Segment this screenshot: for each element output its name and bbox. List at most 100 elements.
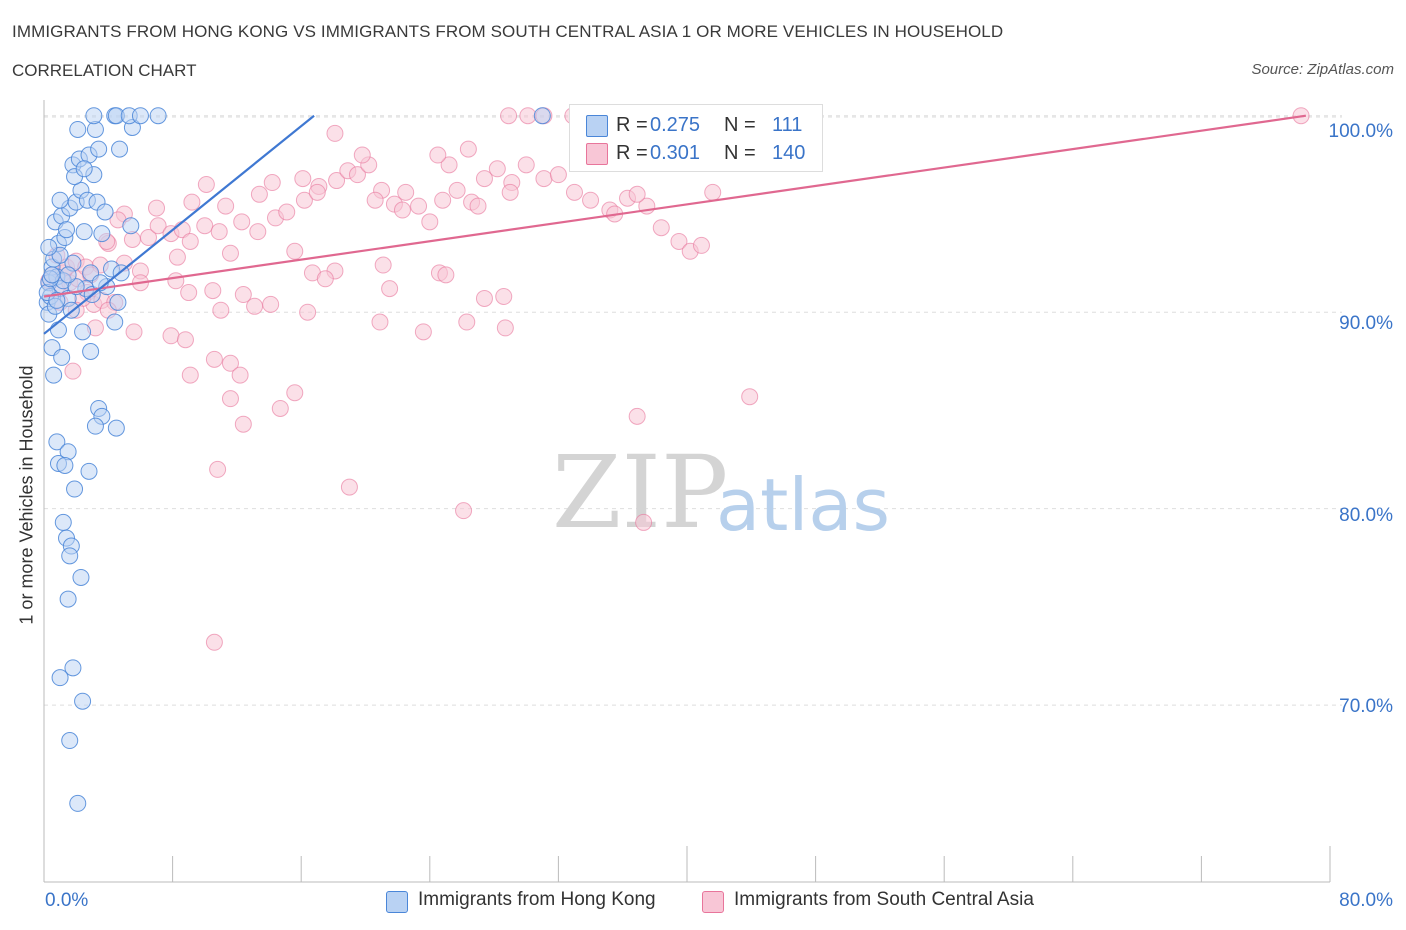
x-tick-label-max: 80.0% <box>1339 890 1393 911</box>
legend-r-label: R = <box>616 142 648 164</box>
legend-label-hong-kong: Immigrants from Hong Kong <box>418 889 656 910</box>
data-point-south-central-asia <box>181 366 199 384</box>
data-point-south-central-asia <box>246 297 264 315</box>
data-point-south-central-asia <box>458 313 476 331</box>
data-point-hong-kong <box>59 590 77 608</box>
data-point-hong-kong <box>48 433 66 451</box>
data-point-south-central-asia <box>495 287 513 305</box>
data-point-south-central-asia <box>176 331 194 349</box>
data-point-south-central-asia <box>429 146 447 164</box>
data-point-south-central-asia <box>234 415 252 433</box>
data-point-hong-kong <box>74 323 92 341</box>
data-point-south-central-asia <box>353 146 371 164</box>
data-point-hong-kong <box>80 462 98 480</box>
data-point-hong-kong <box>93 225 111 243</box>
data-point-hong-kong <box>533 107 551 125</box>
data-point-south-central-asia <box>295 191 313 209</box>
data-point-south-central-asia <box>212 301 230 319</box>
data-point-hong-kong <box>74 692 92 710</box>
data-point-south-central-asia <box>149 217 167 235</box>
data-point-south-central-asia <box>249 223 267 241</box>
x-tick-label-min: 0.0% <box>45 890 89 911</box>
data-point-hong-kong <box>131 107 149 125</box>
data-point-south-central-asia <box>308 183 326 201</box>
data-point-hong-kong <box>109 293 127 311</box>
y-tick-label-70: 70.0% <box>1339 696 1393 717</box>
data-point-south-central-asia <box>181 232 199 250</box>
data-point-south-central-asia <box>340 478 358 496</box>
data-point-south-central-asia <box>414 323 432 341</box>
data-point-south-central-asia <box>209 460 227 478</box>
series-south-central-asia-points <box>40 107 1310 651</box>
data-point-south-central-asia <box>371 313 389 331</box>
data-point-hong-kong <box>56 456 74 474</box>
data-point-south-central-asia <box>299 303 317 321</box>
data-point-south-central-asia <box>496 319 514 337</box>
data-point-south-central-asia <box>233 213 251 231</box>
data-point-hong-kong <box>49 321 67 339</box>
data-point-hong-kong <box>149 107 167 125</box>
data-point-south-central-asia <box>652 219 670 237</box>
data-point-hong-kong <box>58 221 76 239</box>
data-point-hong-kong <box>66 480 84 498</box>
series-hong-kong-points <box>38 107 551 812</box>
data-point-south-central-asia <box>501 183 519 201</box>
data-point-south-central-asia <box>670 232 688 250</box>
legend-r-value: 0.301 <box>650 142 701 164</box>
data-point-south-central-asia <box>167 272 185 290</box>
chart-subtitle: CORRELATION CHART <box>12 61 197 80</box>
data-point-south-central-asia <box>475 170 493 188</box>
data-point-south-central-asia <box>64 362 82 380</box>
data-point-hong-kong <box>107 419 125 437</box>
data-point-south-central-asia <box>210 223 228 241</box>
data-point-south-central-asia <box>381 280 399 298</box>
data-point-south-central-asia <box>221 390 239 408</box>
data-point-south-central-asia <box>286 242 304 260</box>
data-point-south-central-asia <box>517 156 535 174</box>
data-point-south-central-asia <box>250 185 268 203</box>
data-point-south-central-asia <box>263 174 281 192</box>
legend-r-label: R = <box>616 114 648 136</box>
data-point-south-central-asia <box>205 633 223 651</box>
data-point-hong-kong <box>54 513 72 531</box>
data-point-south-central-asia <box>741 388 759 406</box>
trend-line-hong-kong <box>43 114 315 335</box>
data-point-hong-kong <box>72 568 90 586</box>
data-point-hong-kong <box>45 366 63 384</box>
data-point-south-central-asia <box>500 107 518 125</box>
data-point-south-central-asia <box>434 191 452 209</box>
data-point-south-central-asia <box>437 266 455 284</box>
data-point-south-central-asia <box>374 256 392 274</box>
data-point-south-central-asia <box>148 199 166 217</box>
data-point-south-central-asia <box>410 197 428 215</box>
data-point-south-central-asia <box>286 384 304 402</box>
y-tick-label-100: 100.0% <box>1328 121 1393 142</box>
source-credit: Source: ZipAtlas.com <box>1251 61 1394 78</box>
data-point-south-central-asia <box>316 270 334 288</box>
data-point-south-central-asia <box>221 354 239 372</box>
data-point-south-central-asia <box>197 175 215 193</box>
data-point-south-central-asia <box>271 399 289 417</box>
data-point-south-central-asia <box>168 248 186 266</box>
data-point-south-central-asia <box>455 502 473 520</box>
data-point-south-central-asia <box>519 107 537 125</box>
data-point-hong-kong <box>90 140 108 158</box>
data-point-south-central-asia <box>205 350 223 368</box>
data-point-south-central-asia <box>348 166 366 184</box>
data-point-south-central-asia <box>217 197 235 215</box>
data-point-south-central-asia <box>262 295 280 313</box>
data-point-hong-kong <box>64 659 82 677</box>
y-tick-label-80: 80.0% <box>1339 505 1393 526</box>
data-point-south-central-asia <box>221 244 239 262</box>
data-point-south-central-asia <box>278 203 296 221</box>
data-point-south-central-asia <box>326 124 344 142</box>
data-point-south-central-asia <box>180 284 198 302</box>
data-point-south-central-asia <box>692 236 710 254</box>
watermark-atlas: atlas <box>716 463 890 547</box>
data-point-south-central-asia <box>183 193 201 211</box>
axes <box>43 100 1331 883</box>
legend-swatch-pink <box>702 891 724 913</box>
data-point-hong-kong <box>61 732 79 750</box>
data-point-south-central-asia <box>440 156 458 174</box>
data-point-south-central-asia <box>565 183 583 201</box>
